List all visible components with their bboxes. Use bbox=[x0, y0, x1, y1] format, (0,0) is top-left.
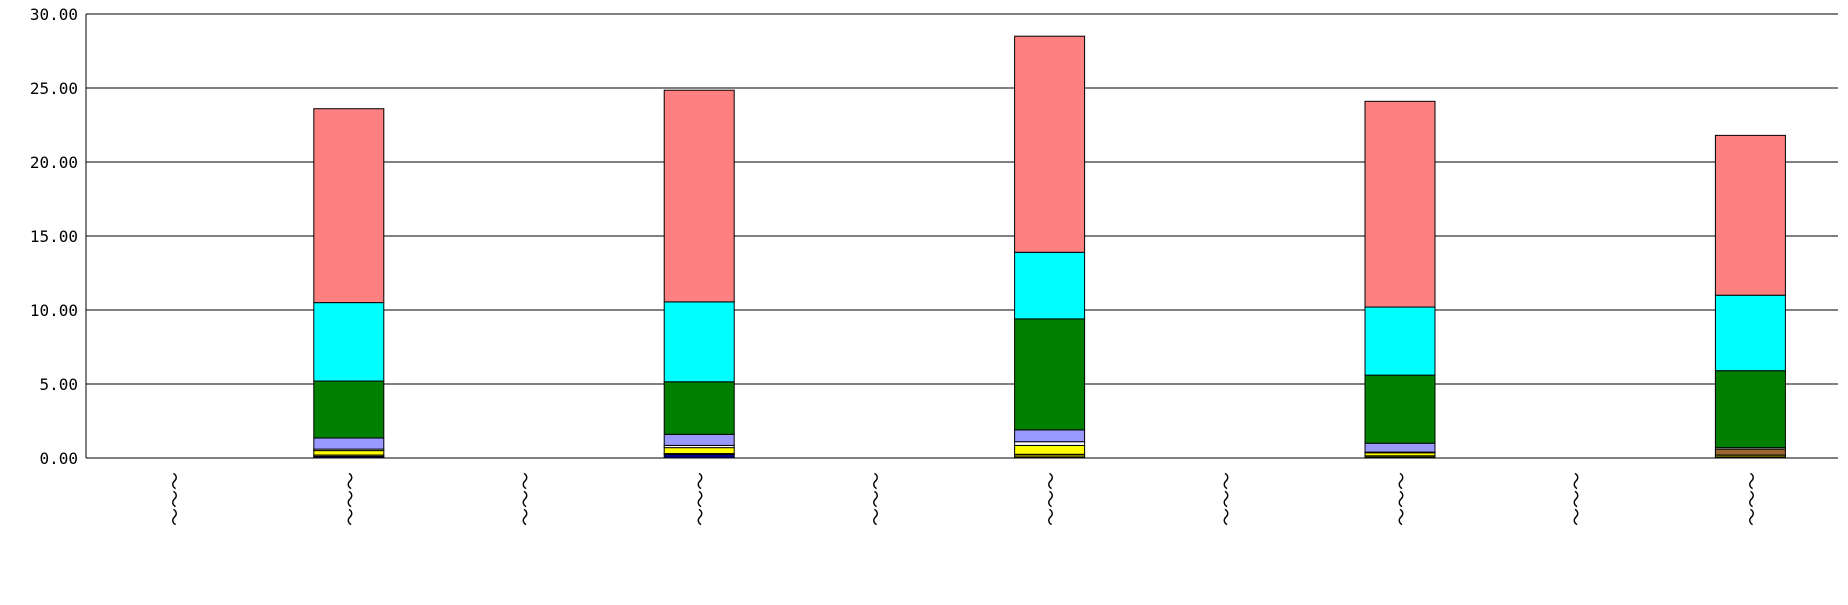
bar-segment bbox=[1714, 448, 1786, 456]
bar-segment bbox=[1014, 35, 1086, 253]
bar-segment bbox=[1364, 306, 1436, 376]
bar-segment bbox=[313, 302, 385, 382]
bar-segment bbox=[663, 381, 735, 435]
bar-segment bbox=[313, 450, 385, 456]
bar-segment bbox=[313, 108, 385, 304]
x-category-label: 〜〜〜 bbox=[1564, 472, 1585, 526]
x-category-label: 〜〜〜 bbox=[863, 472, 884, 526]
bar-segment bbox=[1714, 370, 1786, 449]
y-tick-label: 30.00 bbox=[30, 5, 78, 24]
x-category-label: 〜〜〜 bbox=[1039, 472, 1060, 526]
axes bbox=[85, 14, 1838, 459]
y-tick-label: 10.00 bbox=[30, 301, 78, 320]
y-tick-label: 25.00 bbox=[30, 79, 78, 98]
bar-segment bbox=[1364, 374, 1436, 444]
bar-segment bbox=[1364, 442, 1436, 453]
y-tick-label: 0.00 bbox=[39, 449, 78, 468]
y-tick-labels: 0.00 5.00 10.00 15.00 20.00 25.00 30.00 bbox=[30, 5, 78, 468]
x-category-label: 〜〜〜 bbox=[338, 472, 359, 526]
bar-segment bbox=[1014, 251, 1086, 320]
bar-segment bbox=[663, 453, 735, 459]
bar-segment bbox=[1714, 134, 1786, 296]
bar-segment bbox=[1364, 100, 1436, 308]
bar-segment bbox=[663, 433, 735, 446]
x-category-label: 〜〜〜 bbox=[688, 472, 709, 526]
bar-segment bbox=[1014, 429, 1086, 443]
x-category-label: 〜〜〜 bbox=[513, 472, 534, 526]
y-tick-label: 20.00 bbox=[30, 153, 78, 172]
bar-segment bbox=[1714, 294, 1786, 372]
x-category-label: 〜〜〜 bbox=[1214, 472, 1235, 526]
bar-segment bbox=[1014, 318, 1086, 431]
bar-segment bbox=[313, 437, 385, 450]
bar-segment bbox=[1014, 441, 1086, 446]
x-category-label: 〜〜〜 bbox=[1389, 472, 1410, 526]
bar-segment bbox=[663, 89, 735, 303]
x-category-label: 〜〜〜 bbox=[163, 472, 184, 526]
bar-segment bbox=[1014, 444, 1086, 455]
bars bbox=[313, 35, 1786, 459]
x-category-labels: 〜〜〜 〜〜〜 〜〜〜 〜〜〜 〜〜〜 〜〜〜 〜〜〜 〜〜〜 〜〜〜 〜〜〜 bbox=[163, 472, 1761, 526]
bar-segment bbox=[663, 301, 735, 383]
y-tick-label: 15.00 bbox=[30, 227, 78, 246]
bar-segment bbox=[313, 380, 385, 439]
x-category-label: 〜〜〜 bbox=[1739, 472, 1760, 526]
bar-segment bbox=[663, 447, 735, 455]
y-tick-label: 5.00 bbox=[39, 375, 78, 394]
